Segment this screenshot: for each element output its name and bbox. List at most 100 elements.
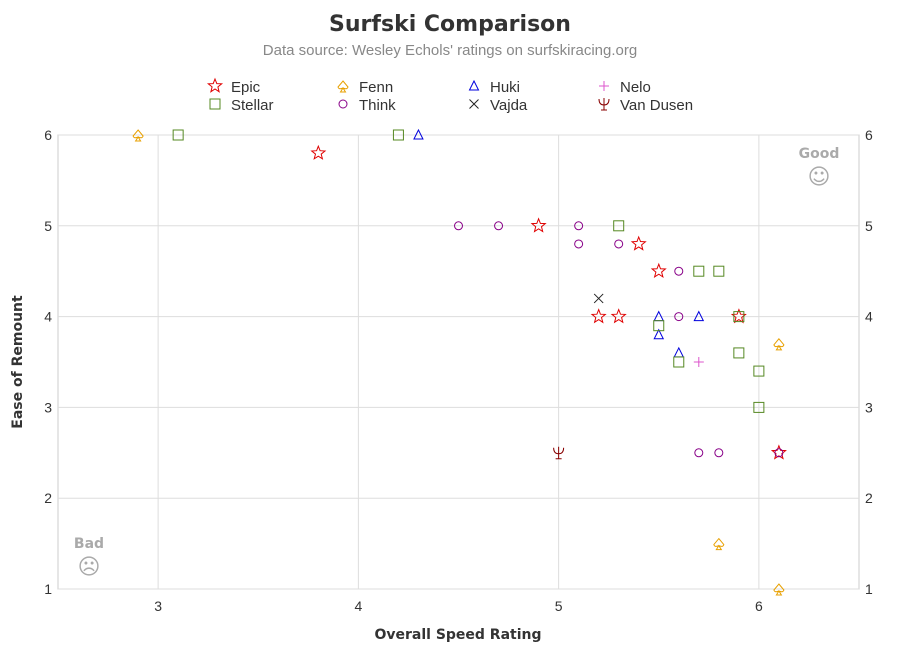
legend-marker	[337, 80, 349, 93]
series-stellar	[172, 129, 765, 413]
legend-item: Huki	[468, 79, 520, 96]
data-point	[753, 365, 765, 377]
data-point	[773, 338, 785, 351]
data-point	[653, 328, 665, 340]
legend-item: Fenn	[337, 79, 393, 96]
legend-marker	[469, 99, 479, 109]
data-point	[310, 144, 327, 160]
y-tick-label-left: 4	[44, 309, 52, 325]
legend-label: Epic	[231, 79, 261, 96]
tick-labels: 3 4 5 6 1 1 2 2 3 3 4 4 5 5 6 6	[44, 127, 873, 614]
legend-marker	[206, 77, 224, 93]
y-tick-label-left: 1	[44, 581, 52, 597]
data-point	[774, 448, 784, 458]
data-point	[590, 308, 607, 324]
series-vajda	[593, 293, 604, 304]
data-point	[770, 444, 787, 460]
series-think	[454, 221, 784, 458]
data-point	[494, 221, 504, 231]
series-van-dusen	[553, 446, 565, 460]
corner-annotations: Good ☺ Bad ☹	[74, 146, 839, 580]
data-point	[693, 310, 705, 322]
series-fenn	[132, 129, 785, 596]
data-point	[574, 239, 584, 249]
y-tick-label-right: 3	[865, 399, 873, 415]
chart-subtitle: Data source: Wesley Echols' ratings on s…	[263, 42, 637, 59]
data-point	[132, 129, 144, 142]
data-point	[713, 265, 725, 277]
y-tick-label-left: 5	[44, 218, 52, 234]
data-point	[172, 129, 184, 141]
y-tick-label-right: 1	[865, 581, 873, 597]
smiley-icon: ☺	[808, 165, 831, 190]
legend-label: Vajda	[490, 97, 528, 114]
data-point	[593, 293, 604, 304]
x-axis-label: Overall Speed Rating	[374, 627, 541, 643]
legend-item: Nelo	[599, 79, 651, 96]
y-tick-label-left: 6	[44, 127, 52, 143]
data-point	[693, 265, 705, 277]
legend-label: Huki	[490, 79, 520, 96]
legend-marker	[598, 98, 610, 111]
y-tick-label-left: 3	[44, 399, 52, 415]
plot-frame	[57, 134, 860, 590]
y-axis-label: Ease of Remount	[10, 295, 26, 429]
legend-label: Fenn	[359, 79, 393, 96]
data-point	[574, 221, 584, 231]
legend-item: Vajda	[469, 97, 528, 114]
y-tick-label-right: 5	[865, 218, 873, 234]
y-tick-label-right: 6	[865, 127, 873, 143]
data-point	[650, 262, 667, 279]
y-tick-label-left: 2	[44, 490, 52, 506]
plot-area: 3 4 5 6 1 1 2 2 3 3 4 4 5 5 6 6	[44, 127, 873, 614]
data-point	[613, 220, 625, 232]
data-point	[673, 346, 685, 358]
data-point	[714, 448, 724, 458]
data-point	[674, 266, 684, 276]
frown-icon: ☹	[78, 555, 101, 580]
chart-title: Surfski Comparison	[329, 12, 571, 37]
data-point	[630, 235, 647, 251]
gridlines	[58, 134, 859, 590]
legend-label: Van Dusen	[620, 97, 693, 114]
data-point	[610, 308, 627, 324]
legend-item: Van Dusen	[598, 97, 693, 114]
legend-marker	[338, 99, 348, 109]
x-tick-label: 4	[354, 598, 362, 614]
legend-item: Think	[338, 97, 396, 114]
data-point	[773, 583, 785, 596]
legend-marker	[468, 79, 480, 91]
legend-label: Think	[359, 97, 396, 114]
annotation-bad: Bad	[74, 536, 104, 552]
data-point	[733, 311, 745, 323]
data-point	[454, 221, 463, 231]
y-tick-label-right: 4	[865, 309, 873, 325]
annotation-good: Good	[799, 146, 840, 162]
data-points	[132, 128, 787, 596]
legend-label: Nelo	[620, 79, 651, 96]
x-tick-label: 6	[755, 598, 763, 614]
y-tick-label-right: 2	[865, 490, 873, 506]
data-point	[553, 446, 565, 460]
data-point	[413, 128, 424, 140]
data-point	[614, 239, 624, 249]
legend-marker	[209, 98, 221, 110]
data-point	[530, 217, 547, 233]
data-point	[673, 356, 685, 368]
legend-item: Epic	[206, 77, 261, 96]
x-tick-label: 3	[154, 598, 162, 614]
data-point	[694, 448, 704, 458]
data-point	[713, 537, 725, 551]
data-point	[653, 320, 665, 332]
legend-label: Stellar	[231, 97, 274, 114]
data-point	[733, 347, 745, 359]
legend-marker	[599, 81, 609, 91]
data-point	[674, 312, 684, 322]
legend-item: Stellar	[209, 97, 274, 114]
data-point	[693, 357, 704, 367]
series-epic	[310, 144, 787, 460]
data-point	[753, 401, 765, 413]
series-nelo	[693, 357, 704, 367]
x-tick-label: 5	[555, 598, 563, 614]
